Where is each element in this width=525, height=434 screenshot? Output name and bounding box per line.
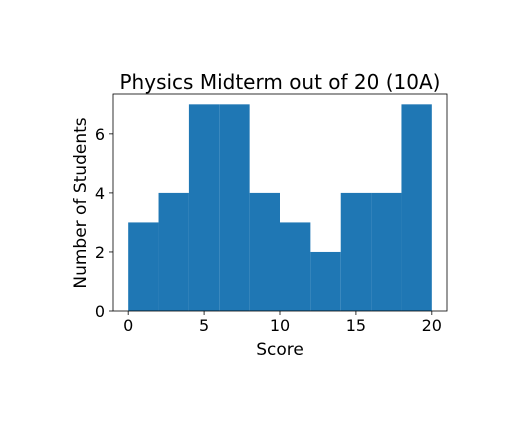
x-tick-label: 15	[346, 316, 366, 335]
histogram-bar	[401, 104, 432, 311]
histogram-bar	[128, 222, 159, 311]
x-axis-ticks: 0 5 10 15 20	[123, 311, 442, 335]
y-tick-label: 0	[95, 302, 105, 321]
histogram-bar	[249, 192, 280, 311]
y-tick-label: 6	[95, 125, 105, 144]
y-axis-ticks: 0 2 4 6	[95, 125, 113, 321]
x-tick-label: 0	[123, 316, 133, 335]
x-tick-label: 20	[422, 316, 442, 335]
y-axis-label: Number of Students	[71, 117, 91, 288]
histogram-bar	[340, 192, 372, 311]
y-tick-label: 4	[95, 184, 105, 203]
histogram-bar	[310, 251, 341, 311]
histogram-bar	[188, 104, 220, 311]
histogram-bars	[128, 104, 432, 311]
histogram-bar	[158, 192, 189, 311]
chart-title: Physics Midterm out of 20 (10A)	[120, 70, 441, 94]
x-axis-label: Score	[256, 340, 304, 360]
y-tick-label: 2	[95, 243, 105, 262]
x-tick-label: 5	[199, 316, 209, 335]
histogram-bar	[371, 192, 402, 311]
x-tick-label: 10	[270, 316, 290, 335]
histogram-bar	[219, 104, 250, 311]
histogram-bar	[280, 222, 311, 311]
